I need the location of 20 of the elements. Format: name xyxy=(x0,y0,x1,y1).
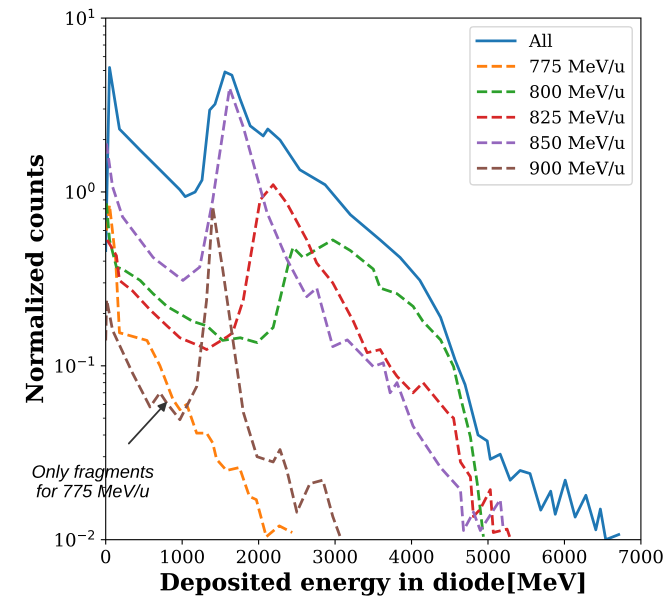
x-tick-label: 2000 xyxy=(236,550,280,564)
x-tick-label: 7000 xyxy=(619,550,663,564)
legend-label: 775 MeV/u xyxy=(530,60,625,74)
legend-label: 825 MeV/u xyxy=(530,110,625,125)
legend-label: 850 MeV/u xyxy=(530,136,625,150)
x-tick-label: 4000 xyxy=(389,550,434,564)
x-tick-label: 3000 xyxy=(313,550,357,564)
legend-label: 900 MeV/u xyxy=(530,161,625,176)
y-tick-label: 10$^{−2}$ xyxy=(56,530,94,547)
y-tick-label: 10$^{0}$ xyxy=(66,182,95,199)
y-axis-title: Normalized counts xyxy=(25,154,44,403)
legend-label: All xyxy=(528,34,552,47)
legend-label: 800 MeV/u xyxy=(530,84,625,100)
x-axis-title: Deposited energy in diode[MeV] xyxy=(160,572,584,596)
x-tick-label: 0 xyxy=(101,550,110,564)
y-tick-label: 10$^{−1}$ xyxy=(56,356,94,373)
x-tick-label: 1000 xyxy=(161,550,204,564)
x-tick-label: 6000 xyxy=(542,550,586,564)
x-tick-label: 5000 xyxy=(466,550,510,564)
y-tick-label: 10$^{1}$ xyxy=(66,8,94,26)
